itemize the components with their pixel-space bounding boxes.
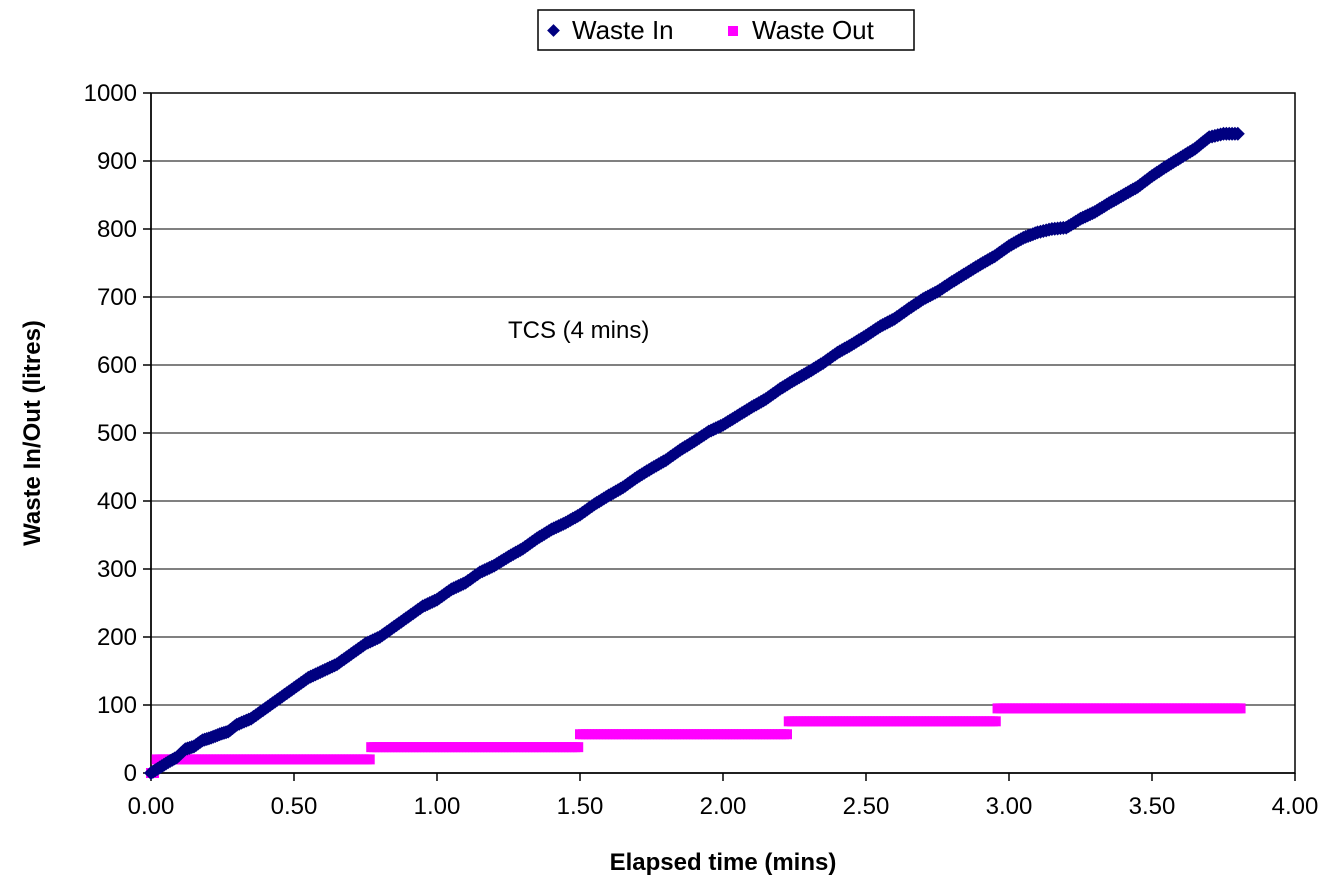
- x-axis-ticks: 0.00 0.50 1.00 1.50 2.00 2.50 3.00 3.50 4.00: [128, 773, 1319, 820]
- series-waste-in: [144, 127, 1245, 780]
- x-tick-label: 3.50: [1129, 793, 1176, 820]
- y-tick-label: 700: [97, 284, 137, 311]
- y-tick-label: 800: [97, 216, 137, 243]
- y-axis-ticks: 0 100 200 300 400 500 600 700 800 900 1000: [84, 80, 151, 787]
- x-tick-label: 4.00: [1272, 793, 1319, 820]
- x-tick-label: 0.00: [128, 793, 175, 820]
- x-tick-label: 1.00: [414, 793, 461, 820]
- y-tick-label: 200: [97, 624, 137, 651]
- legend: Waste In Waste Out: [538, 10, 914, 50]
- y-tick-label: 600: [97, 352, 137, 379]
- y-axis-title: Waste In/Out (litres): [19, 320, 46, 546]
- x-tick-label: 0.50: [271, 793, 318, 820]
- annotation-tcs: TCS (4 mins): [508, 317, 649, 344]
- y-tick-label: 400: [97, 488, 137, 515]
- waste-out-point: [365, 754, 375, 764]
- x-tick-label: 1.50: [557, 793, 604, 820]
- waste-out-point: [782, 729, 792, 739]
- y-tick-label: 1000: [84, 80, 137, 107]
- x-tick-label: 3.00: [986, 793, 1033, 820]
- y-tick-label: 900: [97, 148, 137, 175]
- y-tick-label: 100: [97, 692, 137, 719]
- y-tick-label: 500: [97, 420, 137, 447]
- legend-label-waste-in: Waste In: [572, 15, 674, 45]
- x-axis-title: Elapsed time (mins): [610, 849, 837, 876]
- y-tick-label: 0: [124, 760, 137, 787]
- waste-out-point: [991, 716, 1001, 726]
- waste-out-point: [573, 742, 583, 752]
- x-tick-label: 2.00: [700, 793, 747, 820]
- legend-marker-waste-out: [728, 26, 738, 36]
- x-tick-label: 2.50: [843, 793, 890, 820]
- series-waste-out: [146, 703, 1246, 778]
- waste-out-point: [1236, 703, 1246, 713]
- legend-label-waste-out: Waste Out: [752, 15, 875, 45]
- y-tick-label: 300: [97, 556, 137, 583]
- gridlines: [151, 161, 1295, 705]
